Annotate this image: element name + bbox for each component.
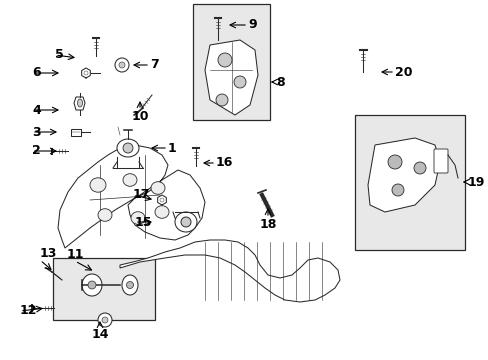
Text: 10: 10 xyxy=(131,110,148,123)
Text: 8: 8 xyxy=(275,76,284,89)
Ellipse shape xyxy=(387,155,401,169)
Ellipse shape xyxy=(151,182,164,194)
Text: 1: 1 xyxy=(168,141,176,154)
Text: 20: 20 xyxy=(394,66,412,78)
Ellipse shape xyxy=(175,212,197,232)
Ellipse shape xyxy=(117,139,139,157)
Ellipse shape xyxy=(102,317,108,323)
Text: 5: 5 xyxy=(55,49,63,62)
Polygon shape xyxy=(367,138,439,212)
Ellipse shape xyxy=(234,76,245,88)
Ellipse shape xyxy=(160,198,163,202)
Ellipse shape xyxy=(126,282,133,288)
Ellipse shape xyxy=(82,274,102,296)
Text: 7: 7 xyxy=(150,58,159,72)
Ellipse shape xyxy=(122,275,138,295)
Text: 18: 18 xyxy=(259,218,276,231)
Bar xyxy=(53,258,155,320)
Ellipse shape xyxy=(98,209,112,221)
Text: 19: 19 xyxy=(467,175,485,189)
Bar xyxy=(354,115,464,250)
Text: 13: 13 xyxy=(40,247,57,260)
Ellipse shape xyxy=(123,174,137,186)
Text: 2: 2 xyxy=(32,144,41,158)
Bar xyxy=(71,129,81,135)
Ellipse shape xyxy=(98,313,112,327)
Text: 3: 3 xyxy=(32,126,41,139)
Text: 6: 6 xyxy=(32,67,41,80)
Ellipse shape xyxy=(115,58,129,72)
Ellipse shape xyxy=(391,184,403,196)
Bar xyxy=(193,4,269,120)
Ellipse shape xyxy=(131,212,145,224)
Polygon shape xyxy=(58,145,204,248)
Text: 16: 16 xyxy=(216,157,233,170)
Ellipse shape xyxy=(84,71,88,75)
Ellipse shape xyxy=(413,162,425,174)
Polygon shape xyxy=(204,40,258,115)
Ellipse shape xyxy=(181,217,191,227)
Ellipse shape xyxy=(77,99,82,107)
Ellipse shape xyxy=(155,206,169,218)
Text: 11: 11 xyxy=(66,248,83,261)
Text: 12: 12 xyxy=(20,305,38,318)
Ellipse shape xyxy=(88,281,96,289)
Polygon shape xyxy=(120,240,339,302)
Ellipse shape xyxy=(90,178,106,192)
Text: 17: 17 xyxy=(133,189,150,202)
Ellipse shape xyxy=(123,143,133,153)
FancyBboxPatch shape xyxy=(433,149,447,173)
Ellipse shape xyxy=(218,53,231,67)
Text: 14: 14 xyxy=(91,328,108,341)
Ellipse shape xyxy=(119,62,125,68)
Ellipse shape xyxy=(216,94,227,106)
Text: 4: 4 xyxy=(32,104,41,117)
Polygon shape xyxy=(74,97,85,110)
Text: 15: 15 xyxy=(135,216,152,229)
Text: 9: 9 xyxy=(247,18,256,31)
